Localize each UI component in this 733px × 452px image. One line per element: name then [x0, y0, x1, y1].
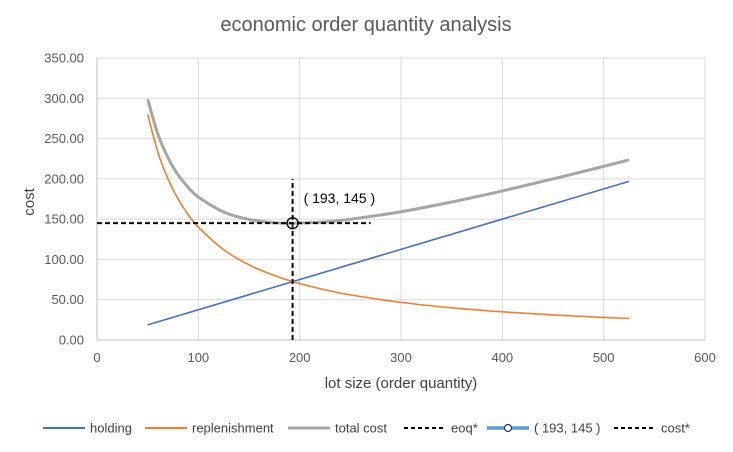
legend: holding replenishment total cost eoq* ( 193,…: [43, 421, 690, 436]
legend-marker: [503, 423, 513, 433]
legend-item-cost: cost*: [614, 421, 690, 436]
y-tick-label: 200.00: [44, 171, 84, 186]
x-tick-label: 600: [694, 350, 716, 365]
x-tick-label: 0: [93, 350, 100, 365]
series-layer: ( 193, 145 ): [97, 98, 630, 340]
x-tick-label: 200: [289, 350, 311, 365]
gridlines: [97, 57, 706, 340]
legend-label: holding: [90, 421, 132, 436]
x-tick-label: 100: [187, 350, 209, 365]
legend-label: total cost: [335, 421, 387, 436]
legend-item-holding: holding: [43, 421, 132, 436]
chart-title: economic order quantity analysis: [220, 14, 511, 36]
y-axis-title: cost: [21, 187, 38, 215]
legend-label: ( 193, 145 ): [534, 421, 601, 436]
x-tick-label: 300: [390, 350, 412, 365]
series-line-total-cost: [146, 98, 630, 225]
axes: [96, 58, 705, 341]
legend-item-eoq: eoq*: [404, 421, 478, 436]
legend-item-replenishment: replenishment: [145, 421, 274, 436]
y-tick-label: 50.00: [51, 292, 84, 307]
series-line-holding: [147, 180, 630, 326]
series-line-replenishment: [146, 114, 630, 320]
y-tick-label: 350.00: [44, 51, 84, 66]
point-annotation: ( 193, 145 ): [304, 190, 376, 206]
tick-labels: 0.00 50.00 100.00 150.00 200.00 250.00 300.00 3…: [44, 51, 716, 366]
x-axis-title: lot size (order quantity): [325, 375, 478, 392]
legend-label: replenishment: [192, 421, 274, 436]
legend-label: cost*: [661, 421, 690, 436]
y-tick-label: 250.00: [44, 131, 84, 146]
legend-label: eoq*: [451, 421, 478, 436]
y-tick-label: 300.00: [44, 91, 84, 106]
y-tick-label: 150.00: [44, 212, 84, 227]
legend-item-193-145: ( 193, 145 ): [487, 421, 601, 436]
x-tick-label: 400: [491, 350, 513, 365]
x-tick-label: 500: [593, 350, 615, 365]
y-tick-label: 0.00: [59, 333, 84, 348]
y-tick-label: 100.00: [44, 252, 84, 267]
legend-item-total-cost: total cost: [288, 421, 387, 436]
